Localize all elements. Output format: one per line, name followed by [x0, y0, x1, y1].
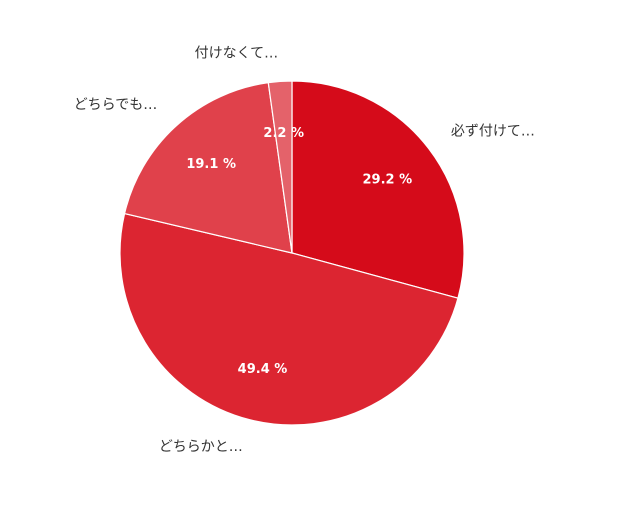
pie-slice	[291, 80, 465, 299]
value-label: 49.4 %	[238, 362, 288, 377]
pie-slice	[123, 81, 293, 254]
pie-slice	[119, 212, 459, 426]
value-label: 29.2 %	[363, 173, 413, 188]
value-label: 2.2 %	[263, 126, 304, 141]
category-label: 必ず付けて…	[451, 124, 535, 140]
category-label: どちらかと…	[159, 439, 243, 455]
pie-slice	[267, 80, 293, 254]
category-label: どちらでも…	[74, 97, 158, 113]
category-label: 付けなくて…	[195, 45, 279, 61]
value-label: 19.1 %	[186, 157, 236, 172]
